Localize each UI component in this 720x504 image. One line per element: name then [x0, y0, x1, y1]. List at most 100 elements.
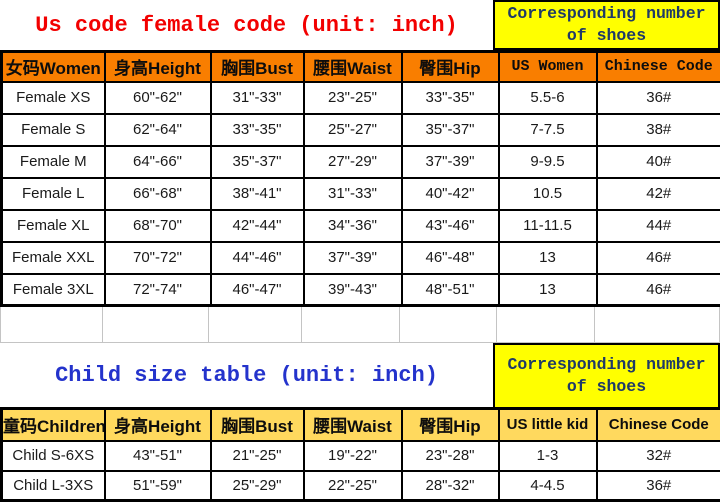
column-header: 臀围Hip	[400, 50, 500, 83]
table-cell: 46#	[595, 240, 720, 275]
empty-grid-cell	[103, 307, 209, 342]
column-header: 腰围Waist	[302, 50, 403, 83]
empty-grid-row	[0, 307, 720, 343]
empty-grid-cell	[400, 307, 497, 342]
table-cell: 42"-44"	[209, 208, 305, 243]
table-row: Child L-3XS 51"-59" 25"-29" 22"-25" 28"-32" 4…	[0, 469, 720, 502]
child-size-table: 童码Children 身高Height 胸围Bust 腰围Waist 臀围Hip US l…	[0, 407, 720, 502]
table-cell: 33"-35"	[400, 80, 500, 115]
table-cell: 19"-22"	[302, 439, 403, 472]
table-cell: 64"-66"	[103, 144, 212, 179]
table-cell: 38#	[595, 112, 720, 147]
table-cell: 35"-37"	[209, 144, 305, 179]
column-header: 女码Women	[0, 50, 106, 83]
table-cell: 28"-32"	[400, 469, 500, 502]
table-cell: 62"-64"	[103, 112, 212, 147]
table-cell: Child S-6XS	[0, 439, 106, 472]
table-cell: 1-3	[497, 439, 598, 472]
table-cell: 7-7.5	[497, 112, 598, 147]
column-header: 胸围Bust	[209, 50, 305, 83]
column-header: Chinese Code	[595, 50, 720, 83]
table-cell: 44#	[595, 208, 720, 243]
table-cell: 39"-43"	[302, 272, 403, 307]
table-cell: 37"-39"	[400, 144, 500, 179]
table-cell: 31"-33"	[302, 176, 403, 211]
table-cell: Female XS	[0, 80, 106, 115]
child-table-title: Child size table (unit: inch)	[55, 362, 438, 388]
table-cell: 10.5	[497, 176, 598, 211]
table-row: Child S-6XS 43"-51" 21"-25" 19"-22" 23"-28" 1…	[0, 439, 720, 472]
table-cell: 46"-48"	[400, 240, 500, 275]
table-cell: 31"-33"	[209, 80, 305, 115]
table-cell: 33"-35"	[209, 112, 305, 147]
shoes-box-line1: Corresponding number	[507, 354, 706, 374]
table-cell: 35"-37"	[400, 112, 500, 147]
table-cell: 25"-29"	[209, 469, 305, 502]
table-cell: Female 3XL	[0, 272, 106, 307]
table-cell: 60"-62"	[103, 80, 212, 115]
table-row: Female M 64"-66" 35"-37" 27"-29" 37"-39" 9-9.…	[0, 144, 720, 179]
table-cell: 44"-46"	[209, 240, 305, 275]
empty-grid-cell	[302, 307, 400, 342]
table-cell: 40"-42"	[400, 176, 500, 211]
female-table-title: Us code female code (unit: inch)	[35, 12, 458, 38]
table-cell: Female XXL	[0, 240, 106, 275]
shoes-box-line1: Corresponding number	[507, 3, 706, 23]
table-cell: 4-4.5	[497, 469, 598, 502]
child-title-row: Child size table (unit: inch) Correspond…	[0, 343, 720, 407]
child-table-body: Child S-6XS 43"-51" 21"-25" 19"-22" 23"-28" 1…	[0, 439, 720, 502]
table-row: Female S 62"-64" 33"-35" 25"-27" 35"-37" 7-7.…	[0, 112, 720, 147]
column-header: 童码Children	[0, 407, 106, 442]
female-header-row: 女码Women 身高Height 胸围Bust 腰围Waist 臀围Hip US Wome…	[0, 50, 720, 83]
empty-grid-cell	[595, 307, 720, 342]
column-header: Chinese Code	[595, 407, 720, 442]
table-cell: 38"-41"	[209, 176, 305, 211]
table-cell: 27"-29"	[302, 144, 403, 179]
table-cell: 72"-74"	[103, 272, 212, 307]
empty-grid-cell	[209, 307, 302, 342]
table-cell: 22"-25"	[302, 469, 403, 502]
table-cell: 23"-28"	[400, 439, 500, 472]
column-header: 胸围Bust	[209, 407, 305, 442]
table-cell: 51"-59"	[103, 469, 212, 502]
child-shoes-number-box: Corresponding number of shoes	[493, 343, 720, 407]
table-cell: 36#	[595, 80, 720, 115]
empty-grid-cell	[497, 307, 595, 342]
table-row: Female XS 60"-62" 31"-33" 23"-25" 33"-35" 5.5…	[0, 80, 720, 115]
table-cell: 21"-25"	[209, 439, 305, 472]
table-cell: 70"-72"	[103, 240, 212, 275]
table-cell: 34"-36"	[302, 208, 403, 243]
table-cell: 42#	[595, 176, 720, 211]
table-cell: 5.5-6	[497, 80, 598, 115]
table-cell: Female XL	[0, 208, 106, 243]
table-cell: 40#	[595, 144, 720, 179]
table-cell: 46"-47"	[209, 272, 305, 307]
table-row: Female 3XL 72"-74" 46"-47" 39"-43" 48"-51" 13…	[0, 272, 720, 307]
empty-grid-cell	[0, 307, 103, 342]
column-header: 臀围Hip	[400, 407, 500, 442]
table-cell: 11-11.5	[497, 208, 598, 243]
female-table-body: Female XS 60"-62" 31"-33" 23"-25" 33"-35" 5.5…	[0, 80, 720, 307]
table-cell: 37"-39"	[302, 240, 403, 275]
column-header: 身高Height	[103, 407, 212, 442]
female-size-table: 女码Women 身高Height 胸围Bust 腰围Waist 臀围Hip US Wome…	[0, 50, 720, 307]
table-cell: 66"-68"	[103, 176, 212, 211]
table-cell: 25"-27"	[302, 112, 403, 147]
table-cell: 23"-25"	[302, 80, 403, 115]
column-header: 腰围Waist	[302, 407, 403, 442]
table-cell: 68"-70"	[103, 208, 212, 243]
child-header-row: 童码Children 身高Height 胸围Bust 腰围Waist 臀围Hip US l…	[0, 407, 720, 442]
table-cell: 9-9.5	[497, 144, 598, 179]
table-row: Female XL 68"-70" 42"-44" 34"-36" 43"-46" 11-…	[0, 208, 720, 243]
female-shoes-number-box: Corresponding number of shoes	[493, 0, 720, 50]
table-cell: 13	[497, 272, 598, 307]
column-header: US little kid	[497, 407, 598, 442]
column-header: US Women	[497, 50, 598, 83]
shoes-box-line2: of shoes	[566, 26, 647, 45]
table-cell: Female S	[0, 112, 106, 147]
table-row: Female L 66"-68" 38"-41" 31"-33" 40"-42" 10.5…	[0, 176, 720, 211]
table-cell: 13	[497, 240, 598, 275]
column-header: 身高Height	[103, 50, 212, 83]
table-cell: 32#	[595, 439, 720, 472]
